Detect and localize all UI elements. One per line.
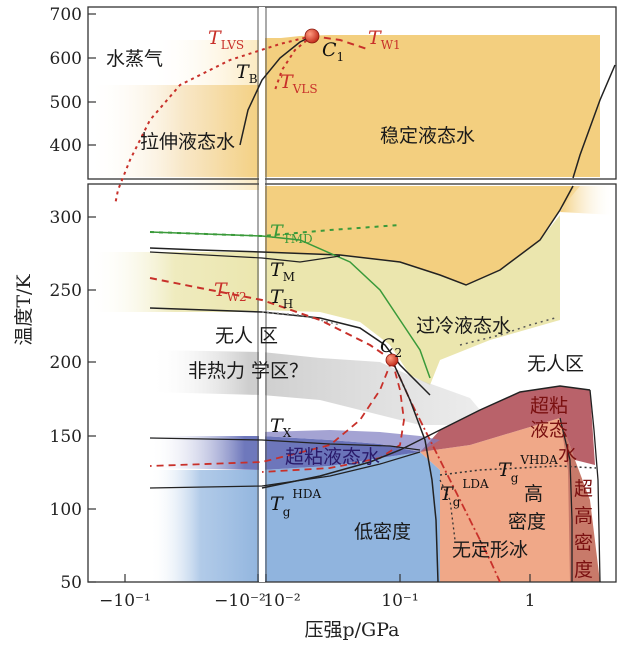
vhda-label-2: 高: [574, 505, 593, 527]
high-density-region: [420, 418, 572, 582]
t-vls-label: TVLS: [280, 71, 318, 96]
panel-frames: [87, 6, 617, 583]
t-x-label: TX: [270, 415, 292, 440]
region-labels: 水蒸气 拉伸液态水 稳定液态水 过冷液态水 无人 区 无人区 非热力 学区？ 超…: [106, 48, 593, 581]
supercooled-label: 过冷液态水: [416, 315, 511, 337]
y-tick-600: 600: [50, 49, 82, 69]
y-tick-400: 400: [50, 136, 82, 156]
x-axis-title: 压强p/GPa: [304, 619, 399, 641]
y-tick-100: 100: [50, 500, 82, 520]
t-w1-label: TW1: [368, 27, 401, 52]
vapor-label: 水蒸气: [106, 48, 163, 70]
t-h-label: TH: [270, 286, 293, 311]
bottom-panel-fills: [88, 186, 615, 582]
t-h-curve: [149, 307, 431, 396]
t-tmd-label: TTMD: [270, 221, 313, 246]
ultraviscous-right-1: 超粘: [530, 395, 568, 417]
critical-point-c2: [385, 353, 399, 367]
x-axis-ticks: −10⁻¹ −10⁻² 10⁻² 10⁻¹ 1: [99, 591, 535, 611]
top-curve-backfill: [262, 38, 310, 177]
vhda-label-1: 超: [574, 478, 593, 500]
vhda-label-3: 密: [574, 532, 593, 554]
spinodal-right: [261, 359, 405, 473]
low-density-glass-curve: [261, 385, 591, 489]
vhda-boundary-right: [589, 389, 601, 583]
x-tick-0.1: 10⁻¹: [381, 591, 418, 611]
vhda-label-4: 度: [574, 559, 593, 581]
y-axis-ticks-bottom: 300 250 200 150 100 50: [50, 208, 82, 593]
vhda-boundary: [559, 417, 573, 582]
x-tick-0.01: 10⁻²: [263, 591, 300, 611]
stable-liquid-label: 稳定液态水: [380, 125, 475, 147]
c2-label: C2: [380, 335, 402, 360]
curve-labels: TLVS TW1 C1 TB TVLS TTMD TM TH TW2 C2 TX…: [208, 27, 558, 519]
t-w2-label: TW2: [214, 279, 247, 304]
stretched-liquid-region: [88, 85, 263, 177]
critical-point-c1: [304, 28, 320, 44]
t-w1-curve: [311, 35, 371, 51]
y-tick-150: 150: [50, 427, 82, 447]
no-mans-land-right-label: 无人区: [527, 353, 584, 375]
low-density-label: 低密度: [354, 521, 411, 543]
non-thermal-band: [150, 350, 480, 425]
ultraviscous-right-region: [420, 386, 595, 465]
bottom-panel-frame: [87, 183, 617, 583]
t-x-curve: [149, 437, 421, 451]
tmd-curve-dashed: [149, 224, 401, 238]
top-panel-frame: [87, 6, 617, 180]
spinodal-left: [149, 359, 393, 467]
tg-lda-label: TgLDA: [440, 477, 489, 509]
t-h-curve-dotted: [261, 311, 341, 326]
tg-vhda-label: TgVHDA: [498, 453, 558, 485]
stretched-liquid-label: 拉伸液态水: [140, 131, 235, 153]
t-m-label: TM: [270, 259, 295, 284]
x-tick-1: 1: [525, 591, 536, 611]
high-density-label-1: 高: [524, 483, 543, 505]
t-b-label: TB: [236, 61, 258, 86]
t-m-curve: [149, 251, 341, 263]
stable-liquid-region-bottom: [262, 186, 580, 285]
ultraviscous-right-2: 液态: [530, 419, 568, 441]
y-axis-title: 温度T/K: [13, 274, 35, 346]
supercooled-dotted: [459, 317, 556, 346]
y-tick-700: 700: [50, 5, 82, 25]
tg-dotted-right: [439, 465, 597, 476]
stable-liquid-region-top: [262, 35, 600, 177]
y-tick-300: 300: [50, 208, 82, 228]
non-thermal-label: 非热力 学区？: [188, 360, 308, 382]
x-tick-neg-0.1: −10⁻¹: [99, 591, 151, 611]
supercooled-region: [262, 215, 560, 385]
y-tick-50: 50: [60, 573, 82, 593]
stable-boundary-top: [572, 64, 616, 179]
tg-hda-label: TgHDA: [270, 487, 321, 519]
y-tick-200: 200: [50, 353, 82, 373]
t-lvs-label: TLVS: [208, 27, 244, 52]
t-vls-curve: [274, 35, 313, 91]
x-tick-neg-0.01: −10⁻²: [214, 591, 266, 611]
low-density-region: [262, 452, 440, 582]
t-lvs-curve: [114, 35, 313, 206]
y-tick-500: 500: [50, 93, 82, 113]
tg-hda-curve: [149, 451, 421, 489]
low-density-fade: [150, 470, 262, 582]
curves: [114, 35, 616, 583]
ultraviscous-right-3: 水: [558, 443, 577, 465]
tmd-curve: [149, 231, 431, 379]
c2-down-curve: [391, 359, 439, 583]
high-density-label-2: 密度: [508, 511, 546, 533]
no-mans-land-left-label: 无人 区: [215, 325, 278, 347]
right-fade: [560, 186, 615, 215]
c1-label: C1: [322, 39, 344, 64]
amorphous-ice-label: 无定形冰: [452, 539, 528, 561]
stable-boundary-bottom: [149, 185, 574, 286]
top-panel-fills: [88, 35, 600, 190]
y-axis-ticks-top: 700 600 500 400: [50, 5, 82, 156]
y-tick-250: 250: [50, 281, 82, 301]
t-w2-curve: [149, 277, 393, 361]
ultraviscous-label: 超粘液态水: [285, 446, 380, 468]
boiling-curve: [239, 35, 313, 146]
tick-marks: [88, 13, 531, 583]
